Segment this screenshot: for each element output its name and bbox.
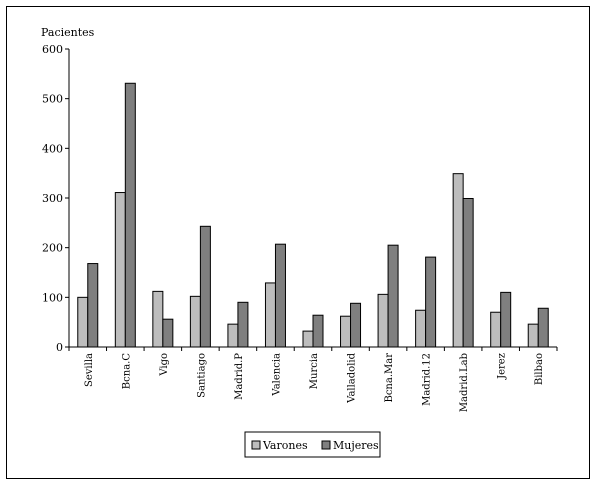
y-axis-label: Pacientes <box>41 26 95 39</box>
bar-mujeres-madrid-12 <box>425 256 437 348</box>
x-tick-label: Bcna.Mar <box>384 353 395 403</box>
y-tick-label: 600 <box>42 43 63 56</box>
y-tick-label: 0 <box>56 341 63 354</box>
bar-varones-vigo <box>152 290 164 348</box>
bar-mujeres-sevilla <box>87 263 99 348</box>
bar-varones-bcna-mar <box>377 293 389 348</box>
bar-mujeres-valencia <box>274 243 286 348</box>
x-tick-label: Murcia <box>309 353 320 389</box>
bar-varones-bilbao <box>527 323 539 348</box>
x-tick-label: Madrid.Lab <box>459 353 470 412</box>
y-tick-label: 100 <box>42 291 63 304</box>
bar-chart: Pacientes 0 100 200 300 400 500 600 Sevilla Bcna… <box>41 26 558 458</box>
x-tick-label: Bilbao <box>534 353 545 385</box>
x-tick-label: Vigo <box>159 353 170 377</box>
y-tick-label: 500 <box>42 93 63 106</box>
x-tick-label: Bcna.C <box>121 353 132 390</box>
bar-varones-santiago <box>189 295 201 348</box>
bar-mujeres-jerez <box>500 291 512 348</box>
bar-mujeres-bcna-c <box>124 82 136 348</box>
legend-box <box>244 431 381 458</box>
bar-varones-madrid-p <box>227 323 239 348</box>
bar-varones-valladolid <box>340 315 352 348</box>
bar-varones-jerez <box>490 311 502 348</box>
x-tick-label: Santiago <box>196 353 207 398</box>
bar-mujeres-bcna-mar <box>387 244 399 348</box>
y-tick-label: 300 <box>42 192 63 205</box>
x-tick-label: Valencia <box>271 353 282 397</box>
legend-swatch-varones <box>251 440 261 450</box>
bar-mujeres-murcia <box>312 314 324 348</box>
x-tick-label: Sevilla <box>84 353 95 387</box>
y-tick-label: 400 <box>42 142 63 155</box>
plot-area: 0 100 200 300 400 500 600 Sevilla Bcna.C Vigo Sant… <box>42 43 558 412</box>
x-tick-label: Jerez <box>497 353 508 380</box>
x-tick-label: Madrid.12 <box>422 353 433 406</box>
legend: Varones Mujeres <box>244 431 381 458</box>
x-tick-label: Valladolid <box>347 352 358 403</box>
bar-varones-murcia <box>302 330 314 348</box>
legend-swatch-mujeres <box>321 440 331 450</box>
legend-label-varones: Varones <box>262 439 308 452</box>
bar-varones-sevilla <box>77 296 89 348</box>
bar-varones-valencia <box>264 282 276 348</box>
bar-varones-madrid-lab <box>452 173 464 348</box>
x-tick-label: Madrid.P <box>234 353 245 400</box>
bar-varones-bcna-c <box>114 192 126 348</box>
bar-mujeres-vigo <box>162 318 174 348</box>
chart-frame: Pacientes 0 100 200 300 400 500 600 Sevilla Bcna… <box>6 6 590 479</box>
bar-mujeres-bilbao <box>537 307 549 348</box>
bar-varones-madrid-12 <box>415 309 427 348</box>
bar-mujeres-madrid-p <box>237 301 249 348</box>
bar-mujeres-madrid-lab <box>462 197 474 348</box>
y-tick-label: 200 <box>42 242 63 255</box>
bar-mujeres-valladolid <box>350 302 362 348</box>
bar-mujeres-santiago <box>199 225 211 348</box>
legend-label-mujeres: Mujeres <box>333 439 379 452</box>
